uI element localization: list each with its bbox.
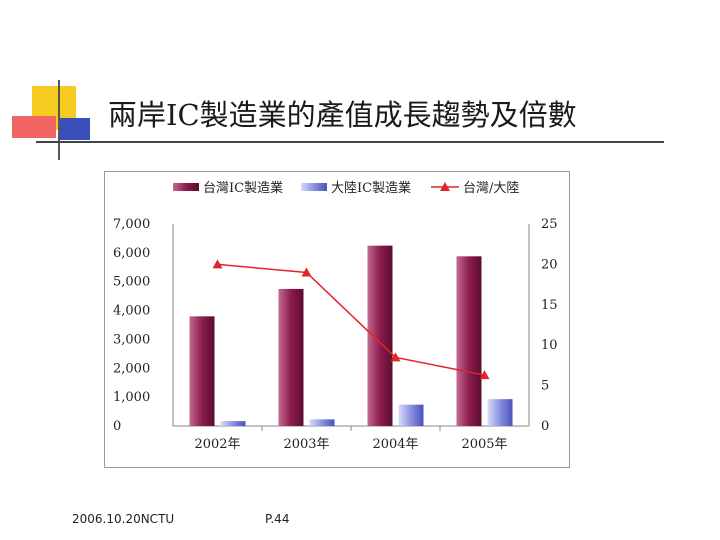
legend-label-china: 大陸IC製造業	[331, 180, 411, 196]
y-left-tick-label: 4,000	[113, 304, 150, 319]
y-left-tick-label: 5,000	[113, 275, 150, 290]
title-underline	[36, 141, 664, 143]
legend: 台灣IC製造業 大陸IC製造業 台灣/大陸	[173, 180, 519, 196]
ratio-line-path	[217, 263, 485, 376]
y-right-tick-label: 20	[541, 257, 558, 272]
y-right-tick-label: 25	[541, 217, 558, 232]
x-tick-label: 2002年	[194, 437, 240, 452]
ratio-point	[479, 370, 490, 380]
legend-marker-ratio	[440, 182, 450, 191]
ratio-point	[212, 259, 223, 269]
footer-page-number: P.44	[265, 512, 290, 526]
x-tick-label: 2005年	[461, 437, 507, 452]
footer-left: 2006.10.20NCTU	[72, 512, 175, 526]
y-right-tick-label: 0	[541, 419, 549, 434]
y-left-tick-label: 0	[113, 419, 121, 434]
bar-china	[220, 421, 246, 426]
x-tick-label: 2003年	[283, 437, 329, 452]
x-tick-label: 2004年	[372, 437, 418, 452]
bar-taiwan	[367, 245, 393, 426]
legend-swatch-china	[301, 183, 327, 191]
deco-red-square	[12, 116, 56, 138]
y-left-tick-label: 1,000	[113, 390, 150, 405]
legend-swatch-taiwan	[173, 183, 199, 191]
deco-blue-square	[60, 118, 90, 140]
ratio-point	[301, 267, 312, 277]
y-left-tick-label: 3,000	[113, 332, 150, 347]
y-left-tick-label: 2,000	[113, 361, 150, 376]
legend-label-taiwan: 台灣IC製造業	[203, 180, 283, 196]
ratio-line	[212, 259, 490, 380]
ratio-point	[390, 352, 401, 362]
x-tick-labels: 2002年 2003年 2004年 2005年	[194, 437, 507, 452]
bar-taiwan	[456, 256, 482, 426]
y-right-tick-label: 10	[541, 338, 558, 353]
bar-taiwan	[278, 288, 304, 426]
deco-vertical-line	[58, 80, 60, 160]
bar-china	[487, 399, 513, 426]
bar-taiwan	[189, 316, 215, 426]
bar-china	[398, 404, 424, 426]
y-right-tick-label: 15	[541, 298, 558, 313]
bars	[189, 245, 513, 426]
y-right-tick-label: 5	[541, 379, 549, 394]
chart-frame: 台灣IC製造業 大陸IC製造業 台灣/大陸 0 1,000 2,000 3,000 4,…	[104, 171, 570, 468]
chart: 台灣IC製造業 大陸IC製造業 台灣/大陸 0 1,000 2,000 3,000 4,…	[113, 180, 558, 452]
slide-title: 兩岸IC製造業的產值成長趨勢及倍數	[108, 98, 577, 132]
axes: 0 1,000 2,000 3,000 4,000 5,000 6,000 7,000 0 5 10…	[113, 217, 558, 434]
bar-china	[309, 419, 335, 426]
y-left-tick-label: 6,000	[113, 246, 150, 261]
legend-label-ratio: 台灣/大陸	[463, 180, 519, 196]
y-left-tick-label: 7,000	[113, 217, 150, 232]
